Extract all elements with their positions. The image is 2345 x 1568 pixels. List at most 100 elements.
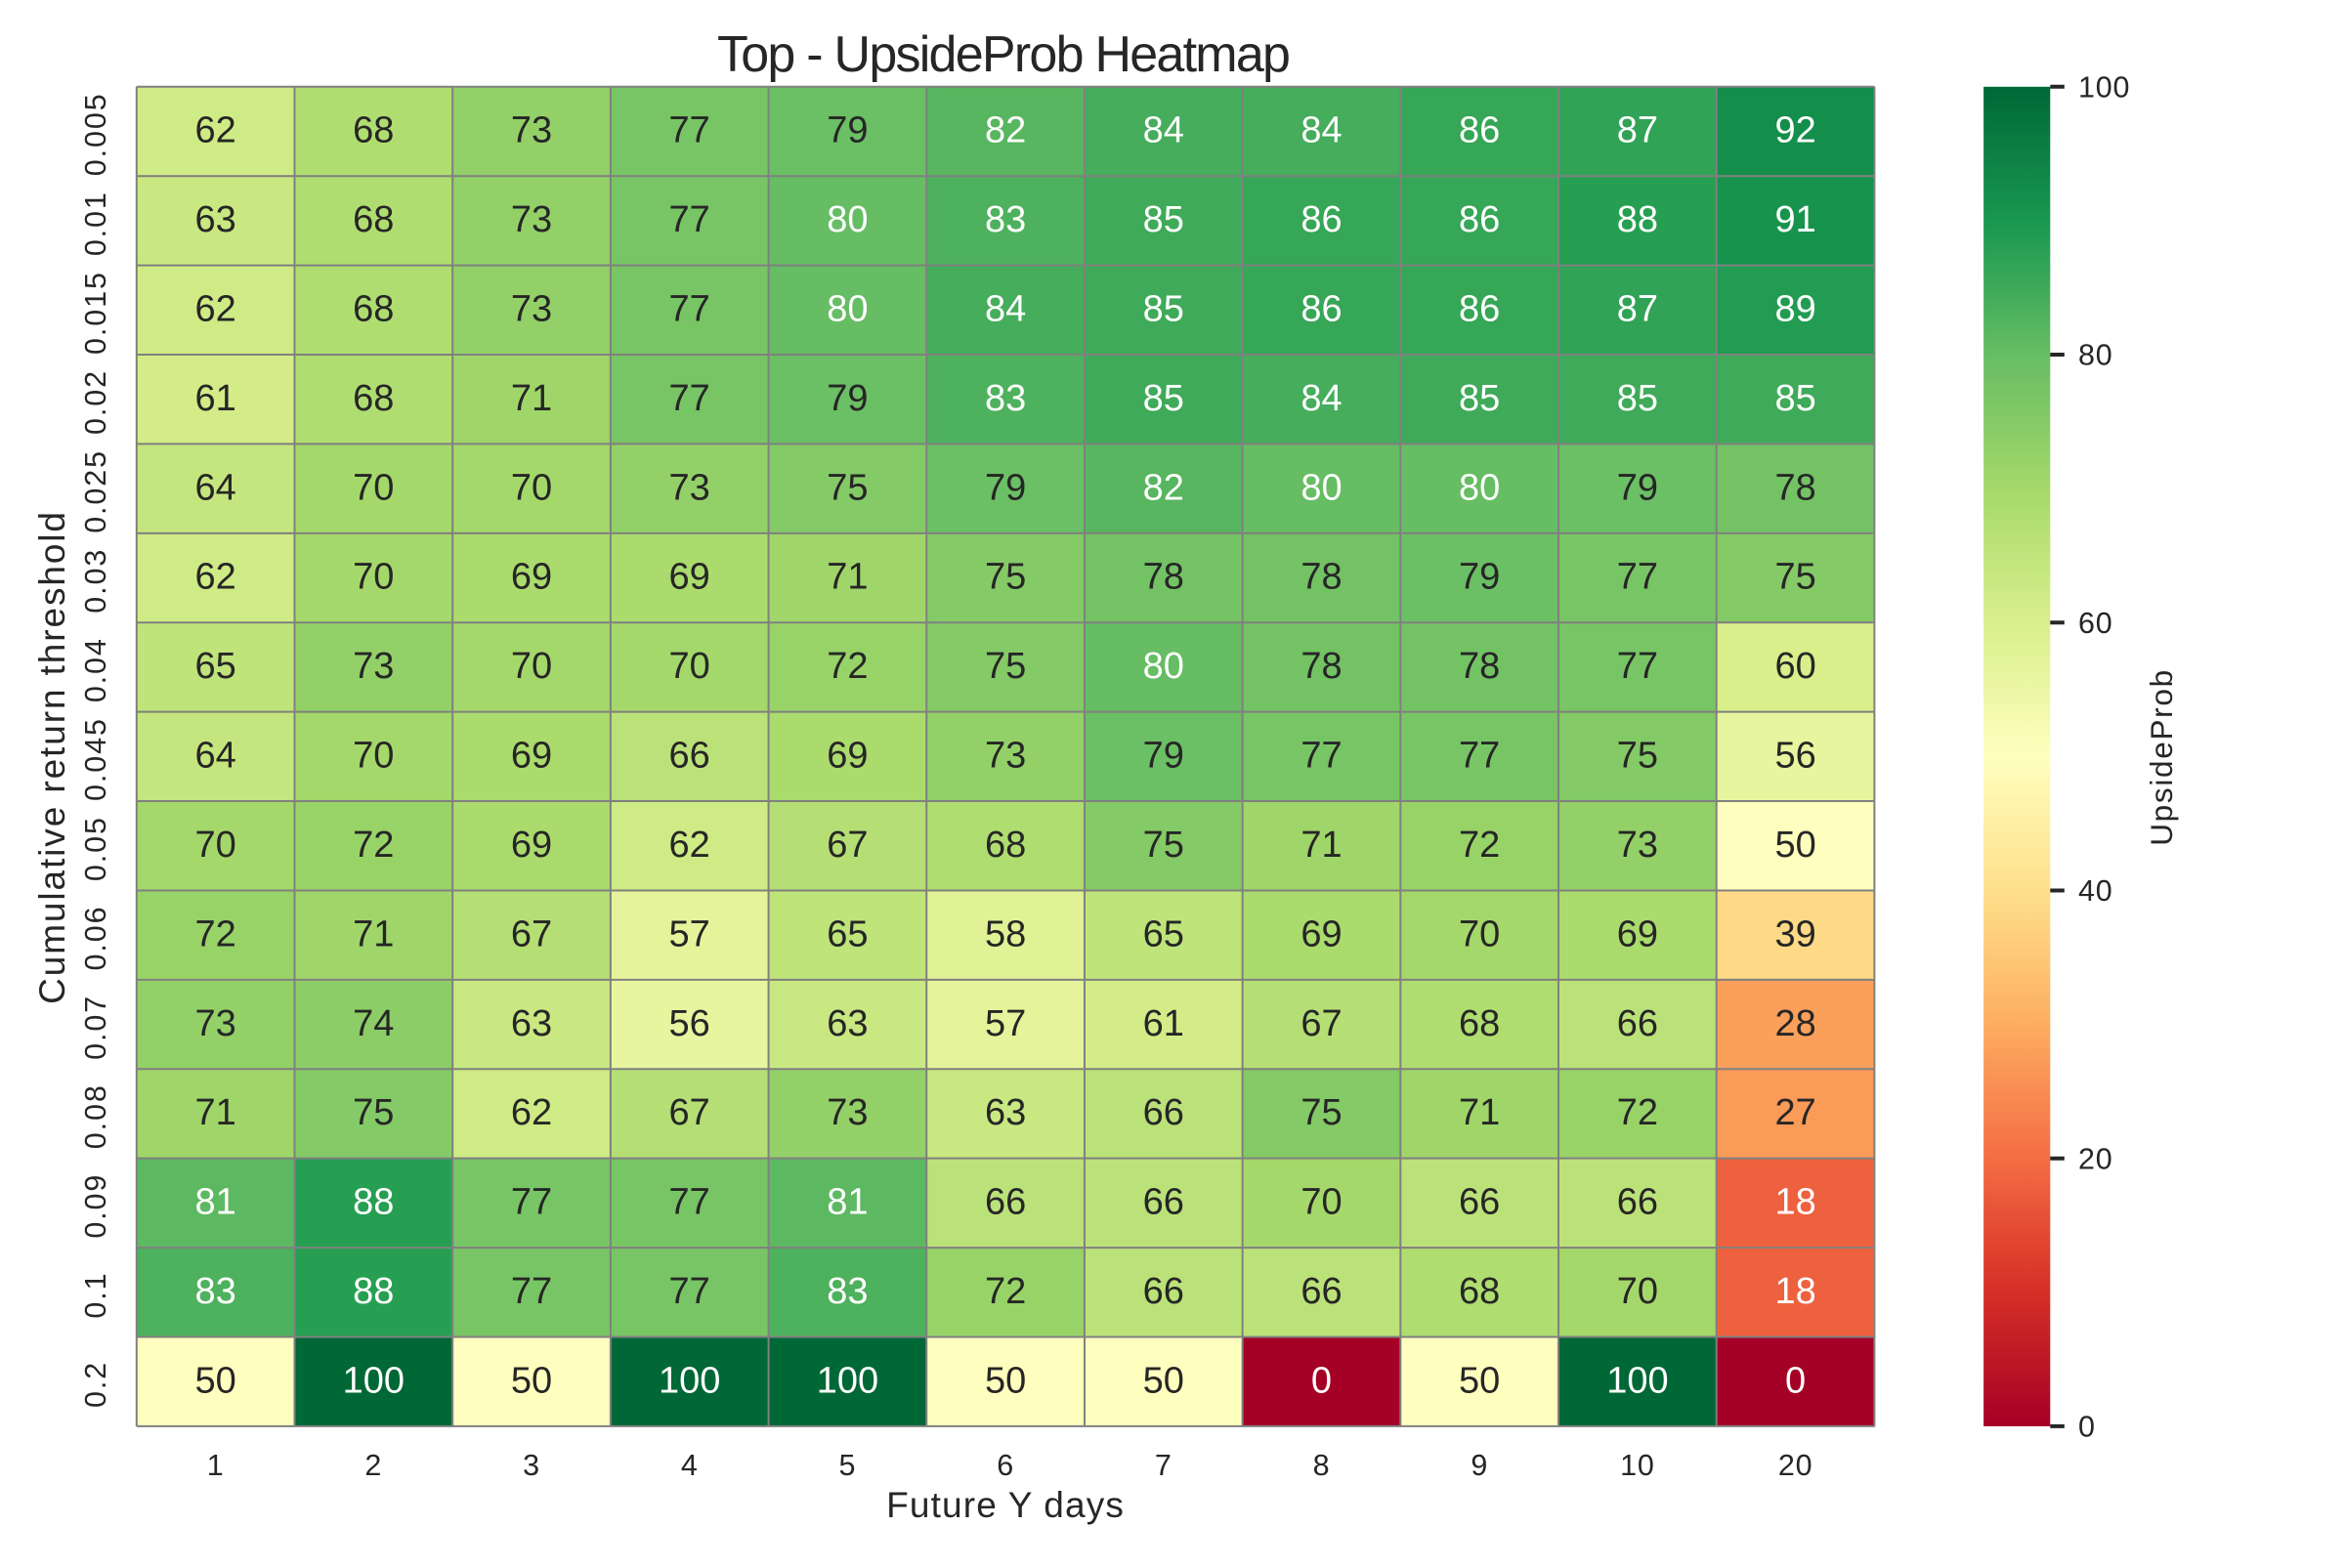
svg-text:72: 72: [194, 913, 235, 954]
svg-text:87: 87: [1617, 289, 1658, 330]
svg-text:75: 75: [353, 1092, 394, 1133]
svg-text:69: 69: [511, 736, 552, 777]
svg-text:62: 62: [194, 110, 235, 151]
svg-text:100: 100: [1606, 1360, 1668, 1401]
svg-text:70: 70: [669, 646, 710, 687]
svg-text:65: 65: [827, 913, 868, 954]
svg-text:78: 78: [1774, 467, 1815, 508]
svg-text:0.06: 0.06: [79, 906, 112, 971]
svg-text:83: 83: [827, 1271, 868, 1312]
svg-text:63: 63: [194, 199, 235, 240]
svg-text:40: 40: [2078, 874, 2113, 908]
svg-text:66: 66: [669, 736, 710, 777]
svg-text:81: 81: [194, 1182, 235, 1223]
svg-text:78: 78: [1143, 557, 1184, 598]
svg-text:8: 8: [1313, 1449, 1331, 1482]
svg-text:73: 73: [511, 289, 552, 330]
svg-text:80: 80: [1459, 467, 1500, 508]
svg-text:72: 72: [1617, 1092, 1658, 1133]
svg-text:73: 73: [194, 1003, 235, 1044]
svg-text:71: 71: [511, 378, 552, 419]
svg-text:100: 100: [659, 1360, 720, 1401]
svg-text:80: 80: [827, 199, 868, 240]
svg-text:62: 62: [194, 557, 235, 598]
svg-text:27: 27: [1774, 1092, 1815, 1133]
svg-text:79: 79: [827, 378, 868, 419]
svg-text:85: 85: [1617, 378, 1658, 419]
svg-text:69: 69: [1617, 913, 1658, 954]
svg-text:63: 63: [511, 1003, 552, 1044]
svg-text:58: 58: [985, 913, 1026, 954]
svg-text:62: 62: [511, 1092, 552, 1133]
svg-text:78: 78: [1300, 557, 1342, 598]
svg-text:69: 69: [669, 557, 710, 598]
svg-text:75: 75: [1300, 1092, 1342, 1133]
svg-text:79: 79: [1143, 736, 1184, 777]
svg-text:3: 3: [523, 1449, 540, 1482]
svg-text:71: 71: [827, 557, 868, 598]
svg-text:83: 83: [985, 378, 1026, 419]
svg-text:50: 50: [1459, 1360, 1500, 1401]
svg-text:72: 72: [353, 825, 394, 866]
svg-text:80: 80: [827, 289, 868, 330]
svg-text:79: 79: [1617, 467, 1658, 508]
svg-text:68: 68: [353, 289, 394, 330]
svg-text:65: 65: [194, 646, 235, 687]
svg-text:75: 75: [985, 557, 1026, 598]
svg-text:73: 73: [1617, 825, 1658, 866]
svg-text:61: 61: [1143, 1003, 1184, 1044]
svg-text:66: 66: [1617, 1182, 1658, 1223]
svg-text:85: 85: [1143, 289, 1184, 330]
svg-text:56: 56: [1774, 736, 1815, 777]
svg-text:80: 80: [1300, 467, 1342, 508]
svg-text:84: 84: [1300, 110, 1342, 151]
svg-text:0.01: 0.01: [79, 191, 112, 256]
svg-text:88: 88: [353, 1271, 394, 1312]
svg-text:0.045: 0.045: [79, 717, 112, 801]
svg-text:66: 66: [1143, 1092, 1184, 1133]
svg-text:88: 88: [1617, 199, 1658, 240]
svg-text:50: 50: [985, 1360, 1026, 1401]
svg-text:75: 75: [827, 467, 868, 508]
svg-text:Cumulative return threshold: Cumulative return threshold: [32, 510, 72, 1004]
svg-text:70: 70: [353, 557, 394, 598]
svg-text:0.1: 0.1: [79, 1272, 112, 1319]
svg-text:68: 68: [985, 825, 1026, 866]
svg-text:64: 64: [194, 467, 235, 508]
svg-text:84: 84: [985, 289, 1026, 330]
svg-text:69: 69: [827, 736, 868, 777]
svg-text:56: 56: [669, 1003, 710, 1044]
svg-text:50: 50: [1143, 1360, 1184, 1401]
svg-text:73: 73: [353, 646, 394, 687]
svg-text:50: 50: [511, 1360, 552, 1401]
svg-text:85: 85: [1143, 378, 1184, 419]
svg-text:62: 62: [194, 289, 235, 330]
svg-text:75: 75: [1143, 825, 1184, 866]
svg-text:0.02: 0.02: [79, 369, 112, 435]
svg-text:70: 70: [1300, 1182, 1342, 1223]
svg-text:79: 79: [827, 110, 868, 151]
svg-text:86: 86: [1459, 199, 1500, 240]
svg-text:71: 71: [1300, 825, 1342, 866]
svg-text:82: 82: [1143, 467, 1184, 508]
svg-text:18: 18: [1774, 1182, 1815, 1223]
svg-text:7: 7: [1155, 1449, 1172, 1482]
svg-text:6: 6: [997, 1449, 1014, 1482]
svg-text:66: 66: [1300, 1271, 1342, 1312]
svg-text:77: 77: [1300, 736, 1342, 777]
svg-text:78: 78: [1459, 646, 1500, 687]
svg-text:0.03: 0.03: [79, 548, 112, 614]
svg-text:71: 71: [353, 913, 394, 954]
svg-text:77: 77: [669, 1182, 710, 1223]
svg-text:83: 83: [985, 199, 1026, 240]
svg-text:62: 62: [669, 825, 710, 866]
svg-text:66: 66: [1459, 1182, 1500, 1223]
svg-text:0: 0: [2078, 1411, 2096, 1444]
svg-text:77: 77: [669, 378, 710, 419]
svg-text:0.08: 0.08: [79, 1083, 112, 1149]
svg-text:68: 68: [1459, 1271, 1500, 1312]
svg-text:67: 67: [511, 913, 552, 954]
svg-text:66: 66: [1617, 1003, 1658, 1044]
svg-text:66: 66: [985, 1182, 1026, 1223]
svg-text:20: 20: [1778, 1449, 1813, 1482]
